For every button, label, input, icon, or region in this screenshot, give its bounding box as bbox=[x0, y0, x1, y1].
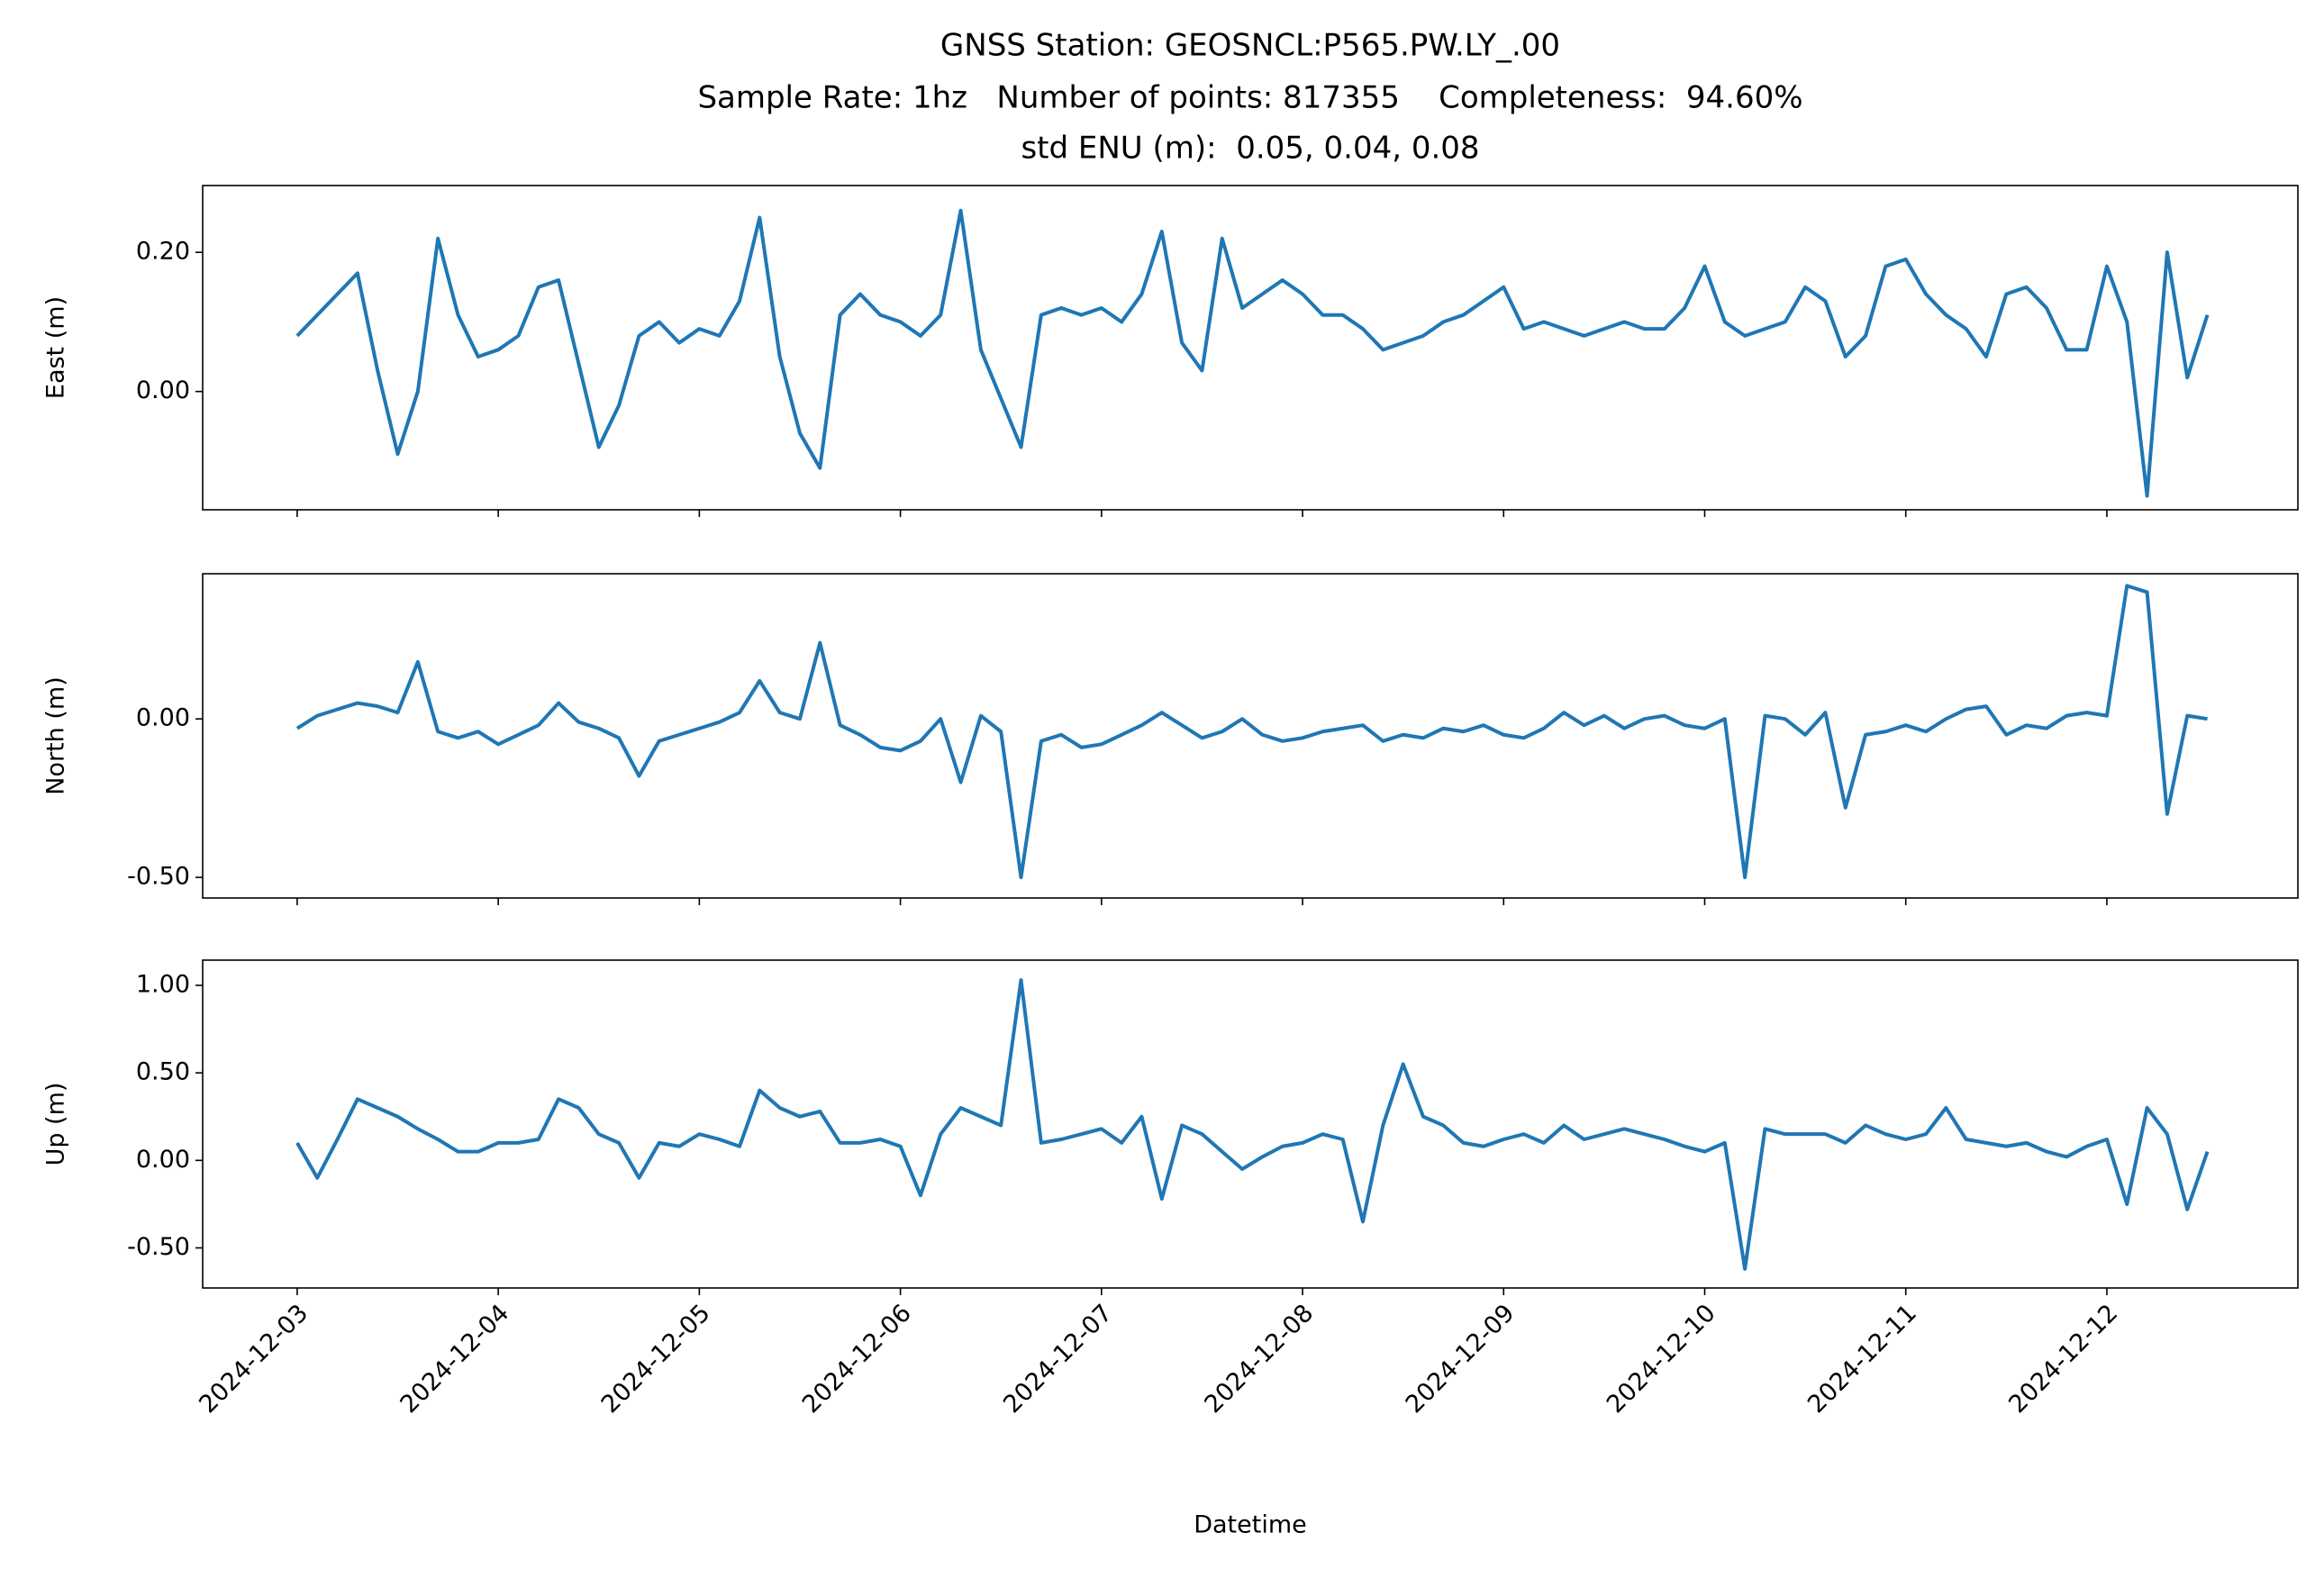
x-tick-label: 2024-12-12 bbox=[2003, 1299, 2123, 1419]
y-tick-label: -0.50 bbox=[127, 863, 190, 891]
x-tick-label: 2024-12-08 bbox=[1199, 1299, 1319, 1419]
y-tick-label: 1.00 bbox=[136, 970, 190, 998]
x-tick-label: 2024-12-03 bbox=[194, 1299, 313, 1419]
axes-frame bbox=[202, 959, 2299, 1289]
chart-subtitle: Sample Rate: 1hz Number of points: 81735… bbox=[697, 80, 1802, 116]
x-tick-label: 2024-12-10 bbox=[1602, 1299, 1721, 1419]
x-tick-label: 2024-12-04 bbox=[395, 1299, 515, 1419]
x-tick-label: 2024-12-06 bbox=[797, 1299, 917, 1419]
y-tick-label: -0.50 bbox=[127, 1233, 190, 1261]
axes-frame bbox=[202, 573, 2299, 899]
axes-frame bbox=[202, 185, 2299, 511]
x-axis-label: Datetime bbox=[1194, 1511, 1307, 1539]
y-axis-label: Up (m) bbox=[42, 1083, 70, 1166]
data-line bbox=[295, 208, 2210, 498]
y-tick-label: 0.00 bbox=[136, 1146, 190, 1174]
chart-subtitle: std ENU (m): 0.05, 0.04, 0.08 bbox=[1021, 131, 1479, 167]
y-tick-label: 0.20 bbox=[136, 238, 190, 266]
x-tick-label: 2024-12-11 bbox=[1802, 1299, 1922, 1419]
x-tick-label: 2024-12-05 bbox=[596, 1299, 716, 1419]
y-axis-label: North (m) bbox=[42, 676, 70, 794]
data-line bbox=[295, 978, 2210, 1271]
y-axis-label: East (m) bbox=[42, 296, 70, 399]
chart-title: GNSS Station: GEOSNCL:P565.PW.LY_.00 bbox=[940, 28, 1560, 64]
y-tick-label: 0.50 bbox=[136, 1058, 190, 1086]
data-line bbox=[295, 584, 2208, 880]
y-tick-label: 0.00 bbox=[136, 376, 190, 404]
y-tick-label: 0.00 bbox=[136, 704, 190, 732]
x-tick-label: 2024-12-09 bbox=[1401, 1299, 1521, 1419]
x-tick-label: 2024-12-07 bbox=[998, 1299, 1118, 1419]
